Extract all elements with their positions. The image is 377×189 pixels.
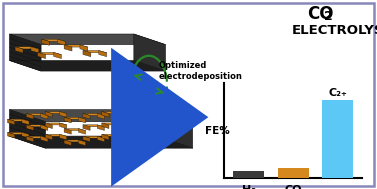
FancyArrowPatch shape (111, 48, 208, 187)
Polygon shape (83, 50, 107, 53)
Polygon shape (64, 117, 86, 119)
Polygon shape (64, 140, 71, 146)
Polygon shape (78, 117, 86, 123)
Polygon shape (97, 113, 104, 119)
Polygon shape (15, 47, 23, 53)
Bar (277, 168, 309, 178)
Polygon shape (60, 112, 67, 117)
Polygon shape (102, 112, 109, 117)
Polygon shape (57, 39, 65, 45)
Polygon shape (9, 110, 46, 148)
Polygon shape (9, 34, 166, 45)
Polygon shape (60, 134, 67, 140)
Polygon shape (64, 129, 71, 134)
Polygon shape (9, 110, 193, 122)
Text: electrodeposition: electrodeposition (158, 72, 242, 81)
Polygon shape (121, 119, 142, 121)
Polygon shape (9, 136, 193, 148)
Polygon shape (26, 136, 48, 138)
Polygon shape (9, 34, 41, 71)
Polygon shape (41, 39, 49, 45)
Polygon shape (38, 52, 46, 59)
Polygon shape (83, 136, 104, 138)
Bar (322, 100, 353, 178)
Polygon shape (60, 123, 67, 129)
Polygon shape (83, 125, 90, 130)
FancyBboxPatch shape (3, 3, 374, 186)
Polygon shape (116, 112, 123, 117)
Polygon shape (9, 60, 166, 71)
Text: 2: 2 (324, 10, 333, 23)
Polygon shape (83, 125, 104, 127)
Bar (233, 171, 264, 178)
Polygon shape (45, 123, 52, 129)
Text: C₂₊: C₂₊ (328, 88, 347, 98)
Polygon shape (64, 140, 86, 142)
Polygon shape (102, 123, 123, 125)
Polygon shape (26, 125, 48, 127)
Text: Optimized: Optimized (158, 61, 207, 70)
Polygon shape (41, 136, 48, 142)
Polygon shape (80, 45, 88, 51)
Polygon shape (102, 112, 123, 114)
Polygon shape (45, 112, 67, 114)
Polygon shape (26, 136, 34, 142)
Polygon shape (97, 136, 104, 142)
Polygon shape (22, 132, 29, 138)
Polygon shape (45, 112, 52, 117)
Text: CO: CO (307, 5, 334, 23)
Polygon shape (45, 134, 67, 136)
Polygon shape (15, 47, 39, 49)
Text: H₂: H₂ (242, 185, 256, 189)
Polygon shape (78, 140, 86, 146)
Polygon shape (8, 119, 29, 121)
Polygon shape (99, 50, 107, 57)
Polygon shape (8, 132, 29, 134)
Polygon shape (64, 129, 86, 131)
Text: ELECTROLYSIS: ELECTROLYSIS (292, 24, 377, 37)
Polygon shape (41, 113, 48, 119)
Polygon shape (64, 45, 88, 47)
Polygon shape (8, 132, 15, 138)
Polygon shape (26, 113, 48, 115)
Polygon shape (102, 123, 109, 129)
Polygon shape (26, 125, 34, 130)
Text: CO: CO (284, 185, 302, 189)
Polygon shape (134, 34, 166, 71)
Polygon shape (64, 117, 71, 123)
Polygon shape (97, 125, 104, 130)
Polygon shape (116, 134, 123, 140)
Polygon shape (54, 52, 61, 59)
Polygon shape (45, 134, 52, 140)
Polygon shape (83, 113, 104, 115)
Polygon shape (22, 119, 29, 125)
Polygon shape (116, 123, 123, 129)
Polygon shape (83, 50, 91, 57)
Polygon shape (121, 119, 128, 125)
Polygon shape (135, 119, 142, 125)
Polygon shape (31, 47, 39, 53)
Polygon shape (45, 123, 67, 125)
Polygon shape (102, 134, 109, 140)
Polygon shape (41, 39, 65, 41)
Polygon shape (156, 110, 193, 148)
Polygon shape (64, 45, 72, 51)
Polygon shape (83, 113, 90, 119)
Polygon shape (83, 136, 90, 142)
Polygon shape (26, 113, 34, 119)
Polygon shape (78, 129, 86, 134)
Polygon shape (8, 119, 15, 125)
Polygon shape (41, 125, 48, 130)
Polygon shape (38, 52, 61, 55)
Text: FE%: FE% (205, 126, 230, 136)
Polygon shape (102, 134, 123, 136)
